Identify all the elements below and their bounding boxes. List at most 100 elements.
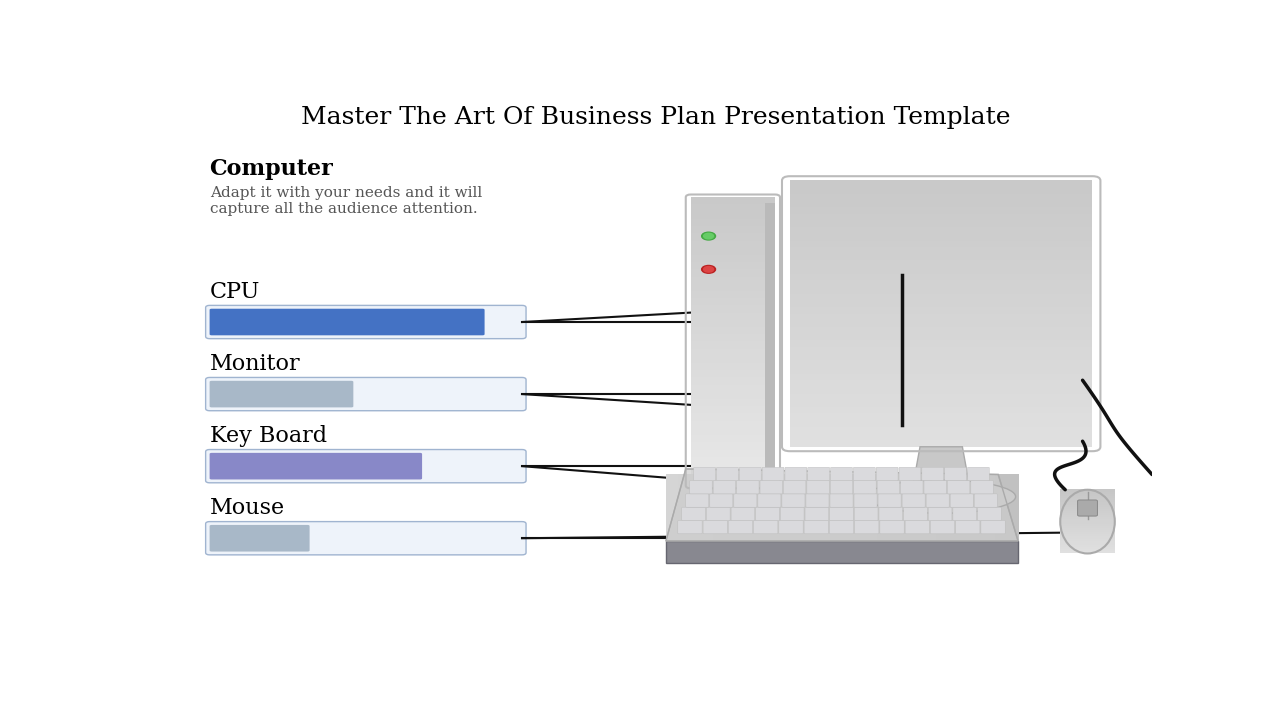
FancyBboxPatch shape	[808, 467, 829, 480]
Bar	[1060, 536, 1115, 539]
Bar	[691, 261, 776, 269]
Bar	[691, 369, 776, 377]
Bar	[691, 355, 776, 363]
Bar	[947, 474, 960, 541]
Bar	[691, 290, 776, 298]
Bar	[790, 194, 1093, 201]
Bar	[691, 456, 776, 464]
FancyBboxPatch shape	[755, 507, 780, 521]
FancyBboxPatch shape	[831, 480, 852, 494]
Bar	[790, 400, 1093, 407]
FancyBboxPatch shape	[877, 480, 900, 494]
FancyBboxPatch shape	[945, 467, 966, 480]
FancyBboxPatch shape	[754, 521, 778, 534]
FancyBboxPatch shape	[829, 507, 854, 521]
Bar	[691, 211, 776, 219]
FancyBboxPatch shape	[717, 467, 739, 480]
Bar	[790, 253, 1093, 261]
FancyBboxPatch shape	[956, 521, 980, 534]
Bar	[790, 333, 1093, 341]
FancyBboxPatch shape	[922, 467, 943, 480]
Bar	[913, 474, 925, 541]
Bar	[936, 474, 948, 541]
Bar	[790, 420, 1093, 427]
FancyBboxPatch shape	[760, 480, 782, 494]
Bar	[790, 233, 1093, 240]
Bar	[1060, 528, 1115, 530]
FancyBboxPatch shape	[899, 467, 920, 480]
FancyBboxPatch shape	[905, 521, 929, 534]
Bar	[691, 428, 776, 435]
FancyBboxPatch shape	[950, 494, 973, 507]
Bar	[1060, 549, 1115, 552]
FancyBboxPatch shape	[854, 494, 877, 507]
FancyBboxPatch shape	[974, 494, 997, 507]
Bar	[691, 283, 776, 291]
Bar	[790, 207, 1093, 214]
FancyBboxPatch shape	[947, 480, 970, 494]
Text: Master The Art Of Business Plan Presentation Template: Master The Art Of Business Plan Presenta…	[301, 106, 1011, 129]
Bar	[691, 348, 776, 356]
Bar	[854, 474, 867, 541]
Bar	[691, 406, 776, 413]
Bar	[1060, 508, 1115, 511]
Circle shape	[701, 266, 716, 273]
Bar	[842, 474, 855, 541]
FancyBboxPatch shape	[879, 507, 902, 521]
Circle shape	[704, 266, 713, 272]
Text: Monitor: Monitor	[210, 354, 301, 375]
Bar	[790, 439, 1093, 446]
Ellipse shape	[867, 480, 1015, 513]
Bar	[691, 297, 776, 305]
Bar	[1060, 542, 1115, 545]
Text: Computer: Computer	[210, 158, 333, 181]
Bar	[983, 474, 996, 541]
FancyBboxPatch shape	[854, 507, 878, 521]
Bar	[1060, 526, 1115, 528]
Bar	[831, 474, 844, 541]
FancyBboxPatch shape	[206, 305, 526, 338]
Bar	[1060, 515, 1115, 518]
Circle shape	[704, 233, 713, 239]
FancyBboxPatch shape	[740, 467, 762, 480]
Bar	[691, 333, 776, 341]
FancyBboxPatch shape	[210, 381, 353, 408]
FancyBboxPatch shape	[806, 480, 829, 494]
FancyBboxPatch shape	[782, 494, 805, 507]
Bar	[790, 360, 1093, 367]
Bar	[1060, 504, 1115, 507]
FancyBboxPatch shape	[210, 525, 310, 552]
FancyBboxPatch shape	[703, 521, 727, 534]
Bar	[736, 474, 749, 541]
Polygon shape	[666, 469, 1018, 541]
Bar	[691, 233, 776, 240]
Bar	[901, 474, 914, 541]
FancyBboxPatch shape	[785, 467, 806, 480]
FancyBboxPatch shape	[678, 521, 703, 534]
Bar	[724, 474, 737, 541]
FancyBboxPatch shape	[878, 494, 901, 507]
FancyBboxPatch shape	[710, 494, 733, 507]
Bar	[691, 305, 776, 312]
Bar	[806, 474, 819, 541]
Bar	[713, 474, 726, 541]
Bar	[790, 300, 1093, 307]
Bar	[691, 478, 776, 485]
Bar	[701, 474, 714, 541]
Bar	[877, 474, 890, 541]
Bar	[924, 474, 937, 541]
FancyBboxPatch shape	[731, 507, 755, 521]
Ellipse shape	[867, 488, 1015, 510]
Bar	[1060, 523, 1115, 526]
Bar	[691, 471, 776, 478]
Bar	[790, 266, 1093, 274]
Bar	[691, 240, 776, 248]
Bar	[790, 287, 1093, 294]
Bar	[790, 320, 1093, 327]
Bar	[790, 200, 1093, 207]
Bar	[691, 413, 776, 420]
FancyBboxPatch shape	[931, 521, 955, 534]
FancyBboxPatch shape	[978, 507, 1001, 521]
Bar	[960, 474, 972, 541]
Bar	[691, 392, 776, 399]
